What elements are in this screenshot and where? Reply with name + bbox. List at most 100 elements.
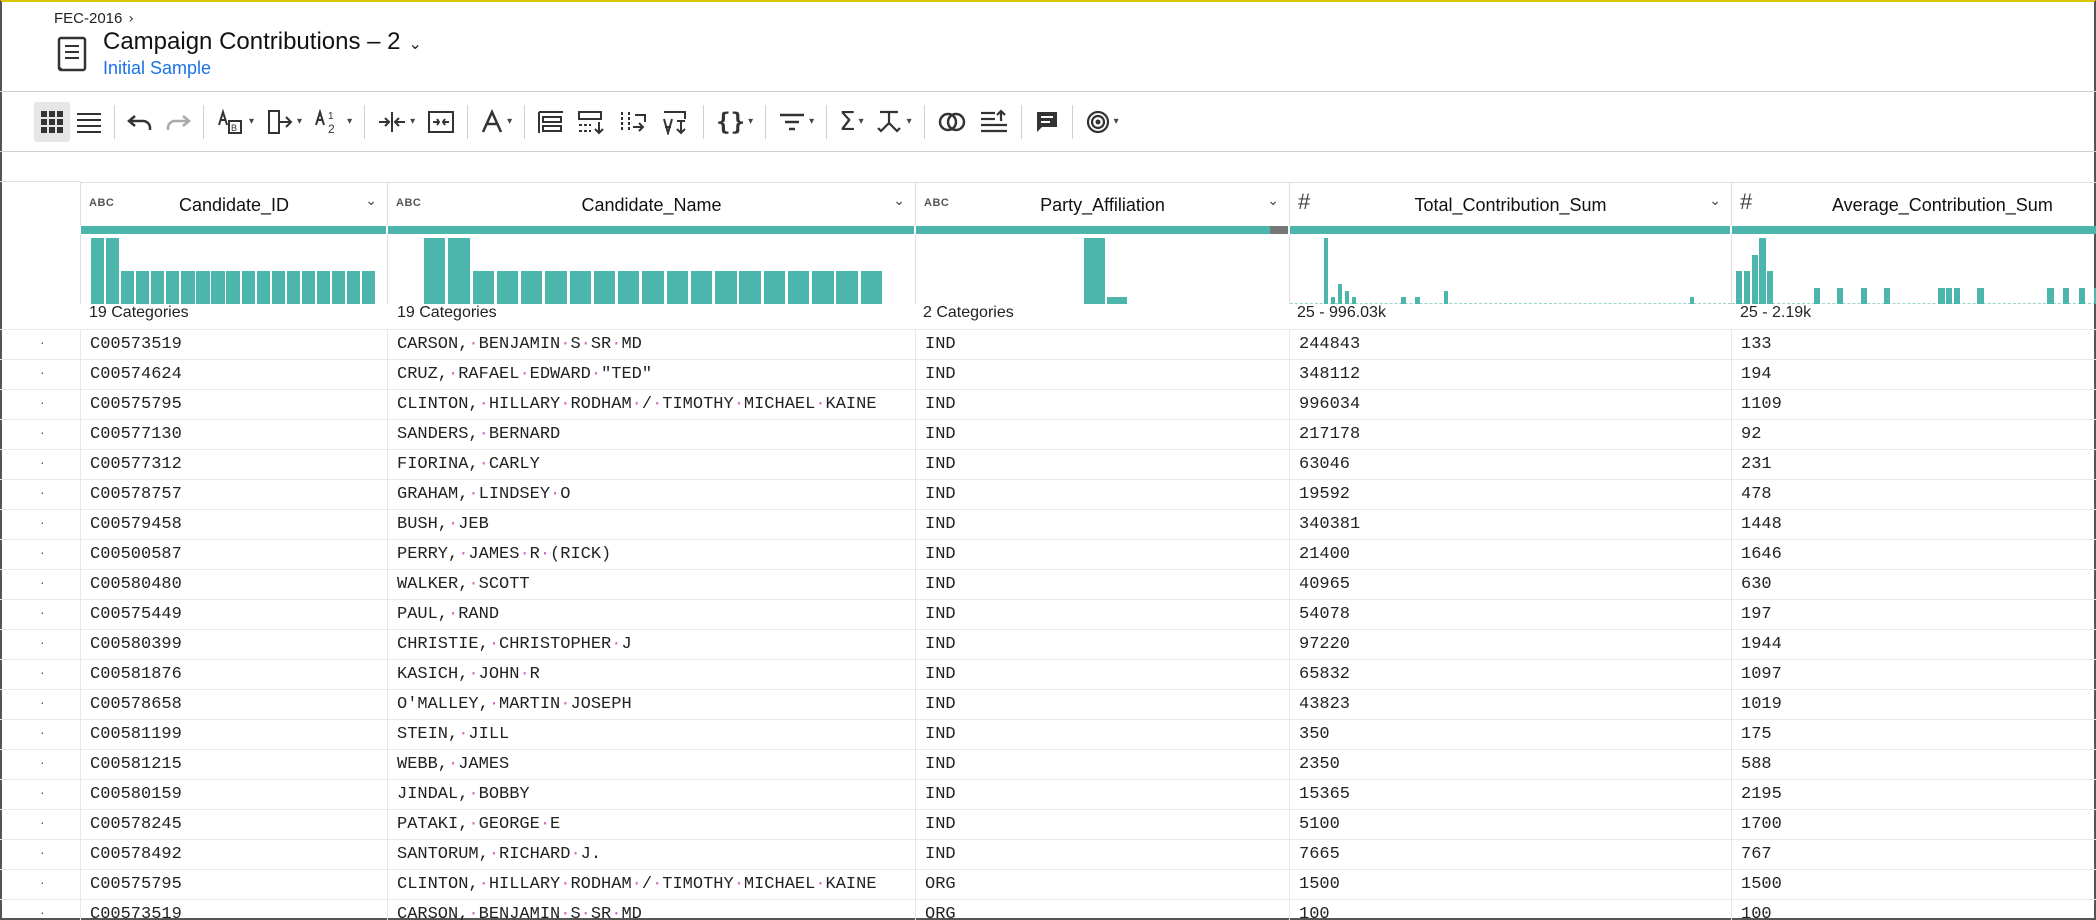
extract-icon[interactable] — [655, 102, 697, 142]
histogram-candidate-id[interactable] — [80, 234, 387, 304]
cell-party-affiliation[interactable]: IND — [915, 480, 1289, 510]
table-row[interactable]: · C00577130 SANDERS,·BERNARD IND 217178 92 — [0, 419, 2096, 450]
histogram-bar[interactable] — [618, 271, 640, 304]
histogram-bar[interactable] — [1689, 297, 1695, 304]
row-handle[interactable]: · — [40, 784, 45, 800]
histogram-party-affiliation[interactable] — [915, 234, 1289, 304]
cell-candidate-name[interactable]: PERRY,·JAMES·R·(RICK) — [387, 540, 915, 570]
histogram-bar[interactable] — [331, 271, 346, 304]
histogram-bar[interactable] — [1331, 297, 1336, 304]
table-row[interactable]: · C00578245 PATAKI,·GEORGE·E IND 5100 1700 — [0, 809, 2096, 840]
move-column-icon[interactable]: ▾ — [371, 102, 421, 142]
histogram-bar[interactable] — [121, 271, 135, 304]
table-row[interactable]: · C00581876 KASICH,·JOHN·R IND 65832 1097 — [0, 659, 2096, 690]
histogram-bar[interactable] — [271, 271, 285, 304]
cell-candidate-name[interactable]: STEIN,·JILL — [387, 720, 915, 750]
cell-average-contribution-sum[interactable]: 1019 — [1731, 690, 2096, 720]
histogram-bar[interactable] — [1338, 284, 1343, 304]
cell-candidate-name[interactable]: JINDAL,·BOBBY — [387, 780, 915, 810]
cell-total-contribution-sum[interactable]: 97220 — [1289, 630, 1731, 660]
histogram-bar[interactable] — [569, 271, 591, 304]
redo-icon[interactable] — [159, 102, 197, 142]
cell-total-contribution-sum[interactable]: 1500 — [1289, 870, 1731, 900]
cell-average-contribution-sum[interactable]: 1700 — [1731, 810, 2096, 840]
histogram-bar[interactable] — [316, 271, 331, 304]
cell-average-contribution-sum[interactable]: 100 — [1731, 900, 2096, 920]
split-column-icon[interactable] — [421, 102, 461, 142]
histogram-bar[interactable] — [690, 271, 713, 304]
cell-average-contribution-sum[interactable]: 231 — [1731, 450, 2096, 480]
row-handle[interactable]: · — [40, 904, 45, 920]
histogram-bar[interactable] — [1401, 297, 1406, 304]
cell-average-contribution-sum[interactable]: 194 — [1731, 360, 2096, 390]
row-handle[interactable]: · — [40, 364, 45, 380]
histogram-bar[interactable] — [226, 271, 240, 304]
cell-candidate-id[interactable]: C00577130 — [80, 420, 387, 450]
cell-party-affiliation[interactable]: IND — [915, 330, 1289, 360]
cell-candidate-name[interactable]: WEBB,·JAMES — [387, 750, 915, 780]
histogram-bar[interactable] — [211, 271, 225, 304]
cell-candidate-id[interactable]: C00580159 — [80, 780, 387, 810]
text-format-icon[interactable]: ▾ — [474, 102, 518, 142]
data-quality-bar[interactable] — [388, 226, 914, 234]
cell-total-contribution-sum[interactable]: 996034 — [1289, 390, 1731, 420]
histogram-bar[interactable] — [256, 271, 270, 304]
cell-total-contribution-sum[interactable]: 350 — [1289, 720, 1731, 750]
aggregate-icon[interactable]: Σ ▾ — [839, 106, 864, 137]
cell-party-affiliation[interactable]: IND — [915, 570, 1289, 600]
table-row[interactable]: · C00575795 CLINTON,·HILLARY·RODHAM·/·TIMO… — [0, 869, 2096, 900]
cell-candidate-id[interactable]: C00575795 — [80, 390, 387, 420]
row-handle[interactable]: · — [40, 484, 45, 500]
table-row[interactable]: · C00581199 STEIN,·JILL IND 350 175 — [0, 719, 2096, 750]
undo-icon[interactable] — [121, 102, 159, 142]
cell-average-contribution-sum[interactable]: 630 — [1731, 570, 2096, 600]
cell-candidate-name[interactable]: CARSON,·BENJAMIN·S·SR·MD — [387, 900, 915, 920]
row-handle[interactable]: · — [40, 454, 45, 470]
cell-average-contribution-sum[interactable]: 133 — [1731, 330, 2096, 360]
row-handle[interactable]: · — [40, 844, 45, 860]
cell-party-affiliation[interactable]: IND — [915, 390, 1289, 420]
histogram-bar[interactable] — [1106, 296, 1128, 304]
histogram-bar[interactable] — [196, 271, 210, 304]
cell-party-affiliation[interactable]: IND — [915, 630, 1289, 660]
cell-party-affiliation[interactable]: IND — [915, 690, 1289, 720]
histogram-bar[interactable] — [151, 271, 165, 304]
histogram-bar[interactable] — [1860, 287, 1867, 304]
cell-average-contribution-sum[interactable]: 1448 — [1731, 510, 2096, 540]
histogram-bar[interactable] — [472, 271, 494, 304]
cell-candidate-id[interactable]: C00579458 — [80, 510, 387, 540]
filter-icon[interactable]: ▾ — [780, 113, 815, 130]
row-handle[interactable]: · — [40, 574, 45, 590]
row-handle[interactable]: · — [40, 664, 45, 680]
row-handle[interactable]: · — [40, 634, 45, 650]
histogram-total-contribution-sum[interactable] — [1289, 234, 1731, 304]
cell-party-affiliation[interactable]: IND — [915, 780, 1289, 810]
cell-candidate-name[interactable]: PATAKI,·GEORGE·E — [387, 810, 915, 840]
cell-candidate-name[interactable]: CLINTON,·HILLARY·RODHAM·/·TIMOTHY·MICHAE… — [387, 870, 915, 900]
cell-candidate-name[interactable]: CARSON,·BENJAMIN·S·SR·MD — [387, 330, 915, 360]
column-header-candidate-name[interactable]: ABC Candidate_Name ⌄ — [387, 182, 915, 226]
histogram-bar[interactable] — [1345, 290, 1350, 304]
histogram-bar[interactable] — [346, 271, 361, 304]
histogram-bar[interactable] — [181, 271, 195, 304]
cell-candidate-id[interactable]: C00580480 — [80, 570, 387, 600]
histogram-bar[interactable] — [1324, 238, 1329, 304]
cell-candidate-id[interactable]: C00578757 — [80, 480, 387, 510]
histogram-bar[interactable] — [715, 271, 737, 304]
histogram-candidate-name[interactable] — [387, 234, 915, 304]
histogram-bar[interactable] — [286, 271, 300, 304]
histogram-bar[interactable] — [739, 271, 761, 304]
histogram-bar[interactable] — [1751, 254, 1758, 304]
cell-candidate-id[interactable]: C00573519 — [80, 900, 387, 920]
histogram-bar[interactable] — [2094, 287, 2096, 304]
table-row[interactable]: · C00573519 CARSON,·BENJAMIN·S·SR·MD IND 244… — [0, 329, 2096, 360]
row-handle[interactable]: · — [40, 814, 45, 830]
table-row[interactable]: · C00581215 WEBB,·JAMES IND 2350 588 — [0, 749, 2096, 780]
cell-average-contribution-sum[interactable]: 767 — [1731, 840, 2096, 870]
cell-party-affiliation[interactable]: IND — [915, 720, 1289, 750]
list-view-icon[interactable] — [70, 102, 108, 142]
histogram-bar[interactable] — [1352, 297, 1357, 304]
cell-total-contribution-sum[interactable]: 2350 — [1289, 750, 1731, 780]
breadcrumb[interactable]: FEC-2016 › — [54, 10, 134, 27]
histogram-average-contribution-sum[interactable] — [1731, 234, 2096, 304]
